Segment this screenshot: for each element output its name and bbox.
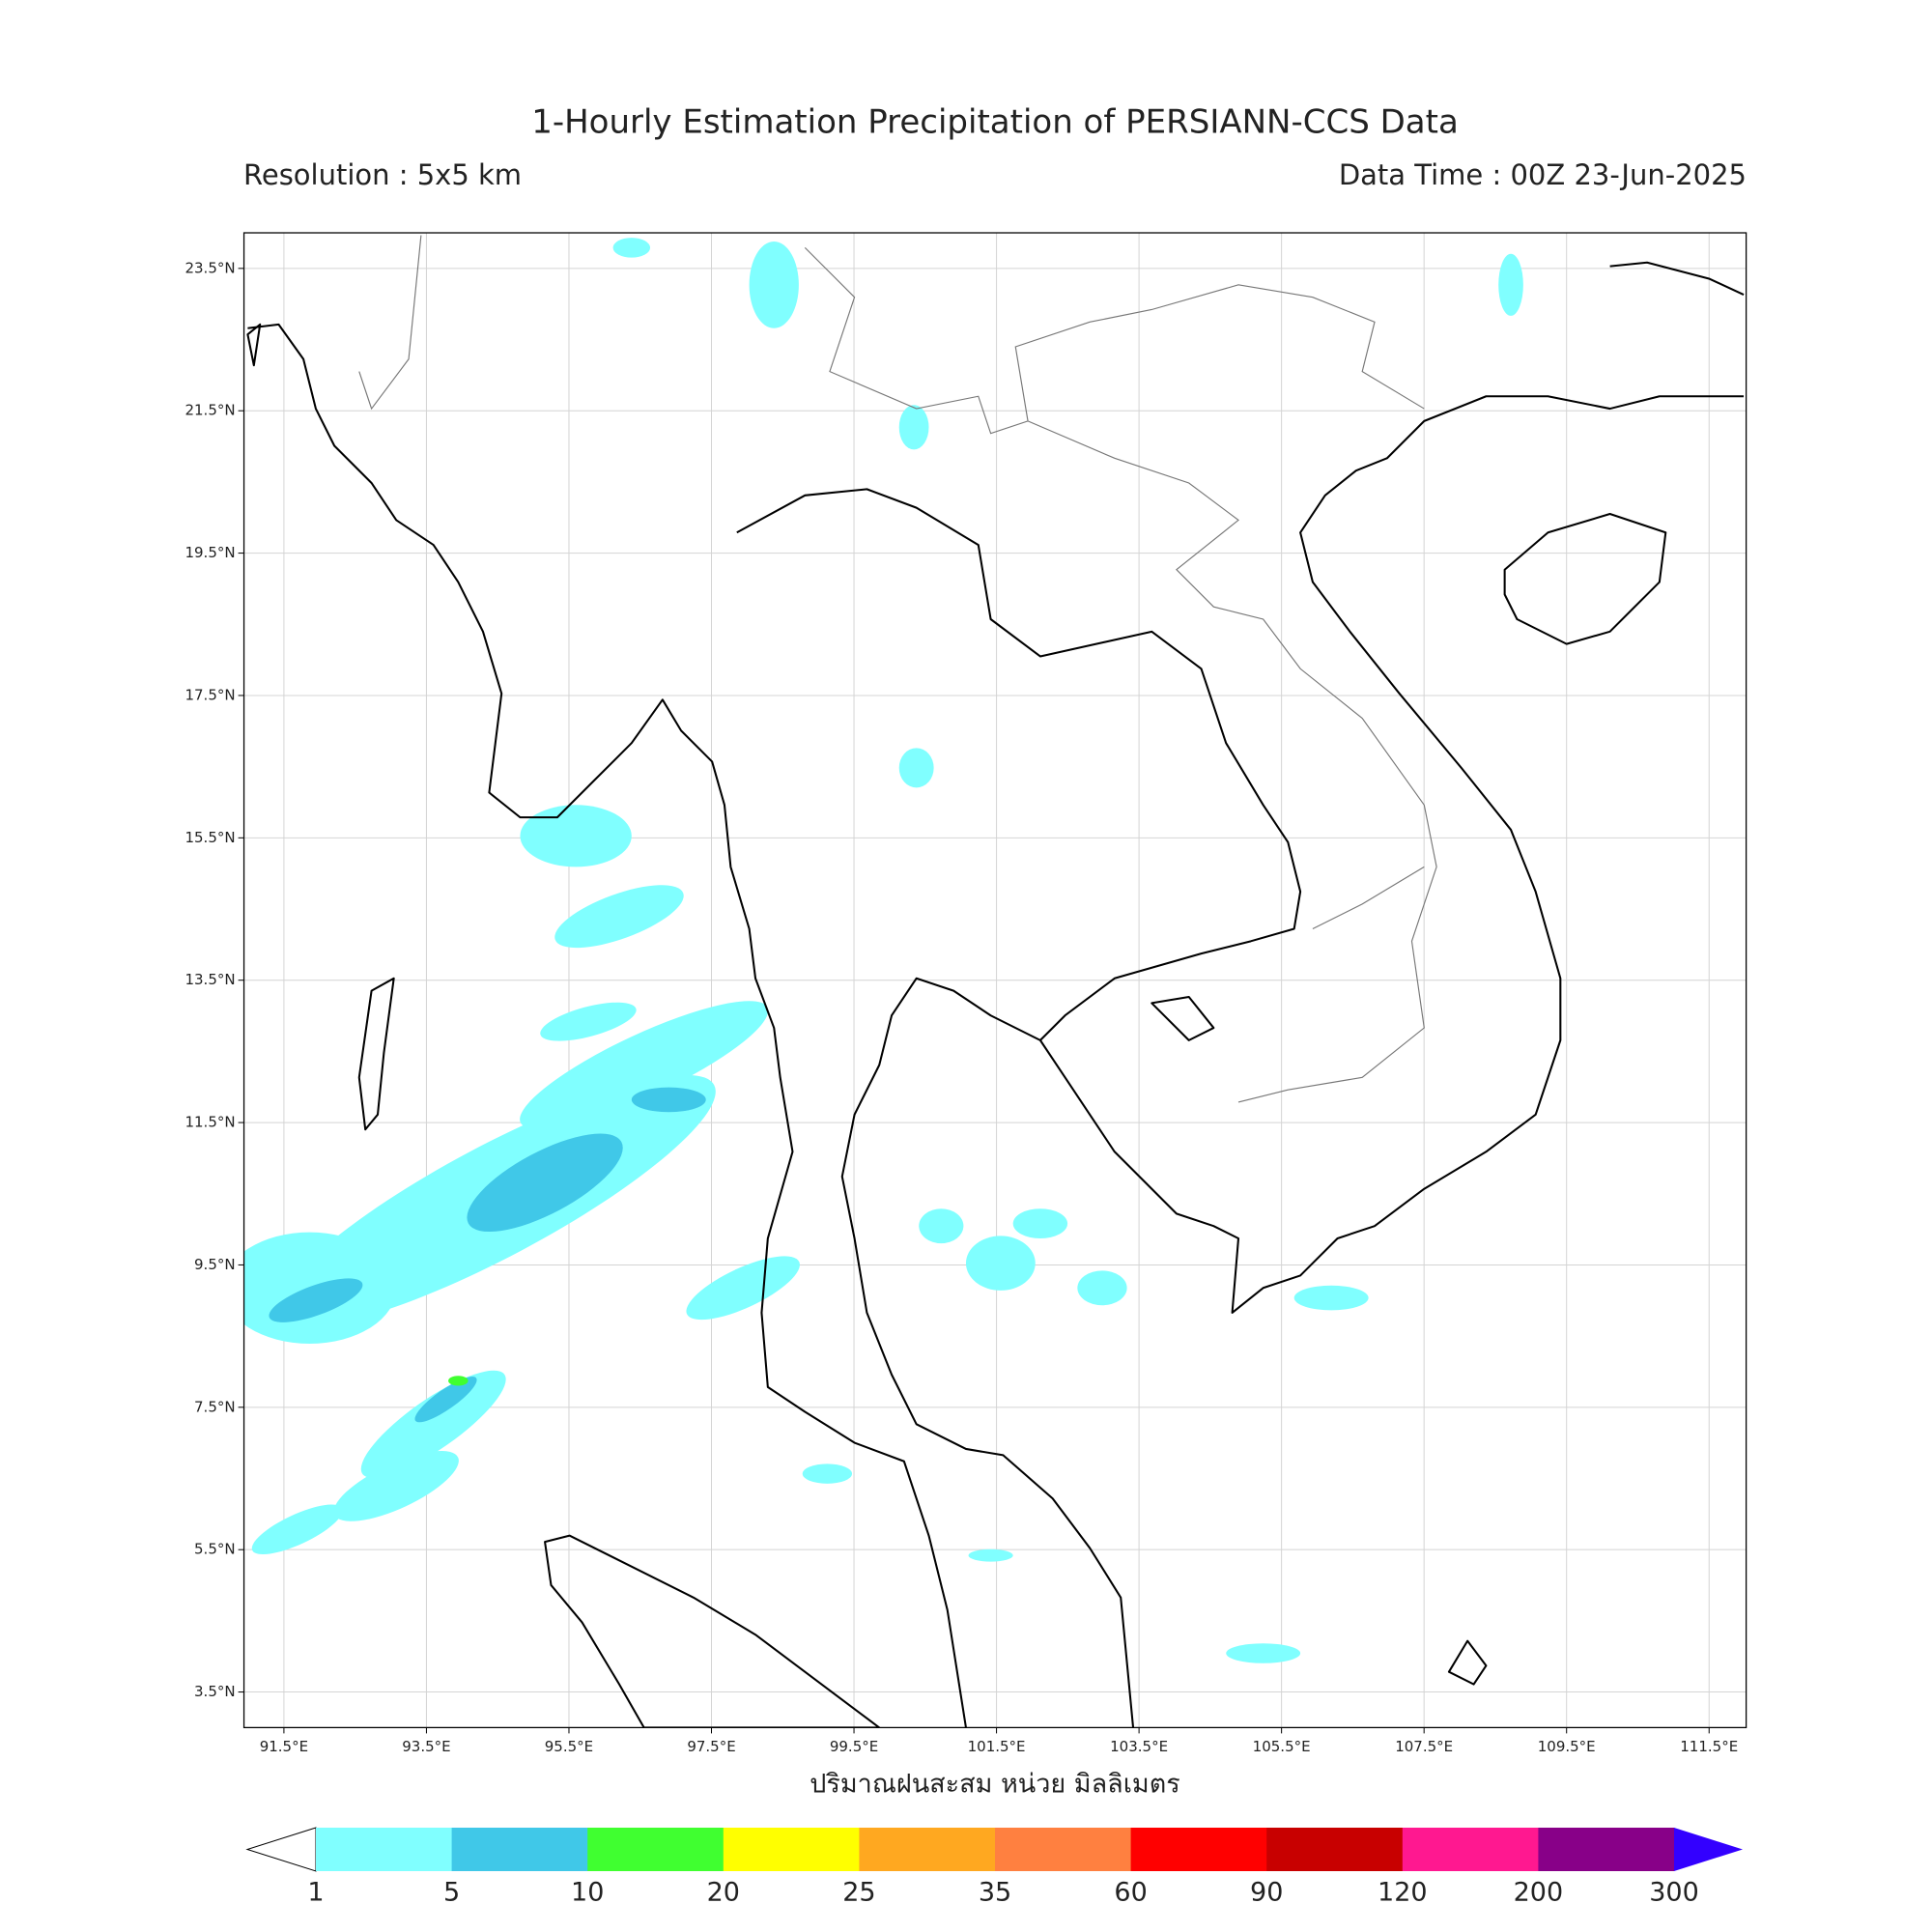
x-tick-label: 105.5°E — [1253, 1738, 1311, 1755]
rain-area — [251, 1504, 343, 1555]
colorbar-segment — [587, 1828, 724, 1871]
y-tick-label: 5.5°N — [194, 1541, 236, 1558]
x-tick-label: 111.5°E — [1680, 1738, 1738, 1755]
colorbar-label: ปริมาณฝนสะสม หน่วย มิลลิเมตร — [810, 1770, 1180, 1800]
colorbar-segment — [859, 1828, 996, 1871]
x-tick-label: 103.5°E — [1110, 1738, 1168, 1755]
y-tick-label: 19.5°N — [185, 544, 235, 561]
colorbar-segment — [995, 1828, 1132, 1871]
colorbar-segment — [1266, 1828, 1404, 1871]
rain-area — [540, 1002, 637, 1041]
colorbar-tick-label: 5 — [443, 1878, 460, 1908]
rain-area — [968, 1548, 1013, 1562]
rain-area — [612, 238, 651, 258]
rain-area — [686, 1256, 800, 1321]
rain-area — [520, 805, 632, 867]
colorbar-tick-label: 1 — [307, 1878, 324, 1908]
y-tick-label: 21.5°N — [185, 402, 235, 419]
rain-area — [1293, 1285, 1369, 1311]
colorbar-tick-label: 25 — [842, 1878, 875, 1908]
map-content — [243, 235, 1745, 1728]
rain-area — [802, 1463, 853, 1484]
colorbar-segment — [316, 1828, 453, 1871]
colorbar-over — [1674, 1828, 1743, 1871]
rain-areas — [243, 238, 1523, 1663]
y-tick-label: 11.5°N — [185, 1114, 235, 1131]
x-tick-label: 95.5°E — [545, 1738, 593, 1755]
colorbar-segment — [451, 1828, 588, 1871]
borders — [358, 235, 1437, 1103]
map-title: 1-Hourly Estimation Precipitation of PER… — [531, 103, 1459, 142]
colorbar-tick-label: 90 — [1250, 1878, 1283, 1908]
rain-area — [414, 1377, 477, 1423]
rain-area — [898, 405, 929, 450]
x-tick-label: 93.5°E — [402, 1738, 450, 1755]
resolution-label: Resolution : 5x5 km — [243, 158, 522, 191]
map-layer — [242, 232, 1747, 1729]
x-tick-label: 107.5°E — [1395, 1738, 1453, 1755]
colorbar-segment — [1538, 1828, 1675, 1871]
y-tick-label: 15.5°N — [185, 829, 235, 846]
rain-area — [965, 1236, 1036, 1291]
rain-area — [448, 1376, 469, 1386]
y-tick-label: 17.5°N — [185, 686, 235, 703]
rain-area — [467, 1133, 623, 1233]
rain-area — [1226, 1643, 1301, 1663]
rain-area — [360, 1370, 506, 1478]
rain-area — [749, 241, 799, 328]
rain-area — [333, 1450, 459, 1521]
x-tick-label: 101.5°E — [968, 1738, 1026, 1755]
x-tick-label: 109.5°E — [1538, 1738, 1596, 1755]
colorbar-segment — [723, 1828, 860, 1871]
y-tick-label: 3.5°N — [194, 1683, 236, 1700]
colorbar-segment — [1130, 1828, 1267, 1871]
x-tick-label: 99.5°E — [830, 1738, 878, 1755]
colorbar-tick-label: 10 — [571, 1878, 604, 1908]
rain-area — [1498, 253, 1523, 316]
colorbar-tick-label: 60 — [1114, 1878, 1147, 1908]
colorbar-segment — [1402, 1828, 1539, 1871]
y-tick-label: 7.5°N — [194, 1398, 236, 1415]
data-time-label: Data Time : 00Z 23-Jun-2025 — [1339, 158, 1747, 191]
y-tick-label: 9.5°N — [194, 1256, 236, 1273]
x-tick-label: 97.5°E — [687, 1738, 735, 1755]
colorbar-under — [245, 1827, 317, 1872]
coastlines — [246, 261, 1745, 1728]
colorbar-tick-label: 35 — [979, 1878, 1011, 1908]
rain-area — [554, 885, 684, 949]
colorbar-tick-label: 20 — [707, 1878, 740, 1908]
colorbar-tick-label: 300 — [1649, 1878, 1699, 1908]
y-tick-label: 23.5°N — [185, 259, 235, 276]
grid-layer — [243, 233, 1747, 1728]
rain-area — [520, 1001, 769, 1129]
rain-area — [919, 1208, 964, 1244]
rain-area — [1012, 1208, 1068, 1239]
rain-area — [1077, 1270, 1127, 1306]
rain-area — [631, 1087, 706, 1113]
x-tick-label: 91.5°E — [260, 1738, 308, 1755]
rain-area — [269, 1278, 363, 1322]
rain-area — [898, 748, 934, 788]
colorbar-tick-label: 200 — [1514, 1878, 1564, 1908]
colorbar-tick-label: 120 — [1378, 1878, 1428, 1908]
y-tick-label: 13.5°N — [185, 971, 235, 988]
